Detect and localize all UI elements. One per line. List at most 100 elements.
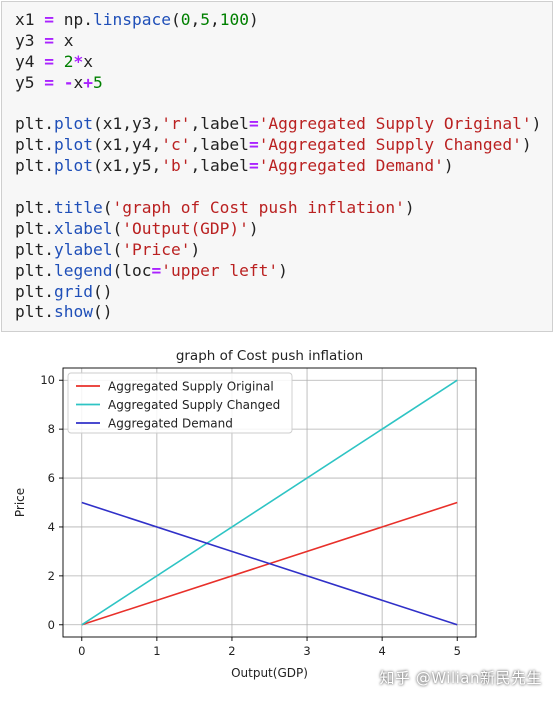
code-token: plot (53, 156, 93, 176)
code-token: plt. (15, 302, 54, 322)
code-token: = (248, 156, 259, 176)
code-token: plot (53, 114, 93, 134)
code-token: - (63, 72, 74, 92)
code-token: ) (190, 239, 201, 259)
code-token: ) (531, 114, 542, 134)
code-token: = (151, 260, 162, 280)
code-token: plt. (15, 156, 54, 176)
code-token: ylabel (53, 239, 113, 259)
code-token: ,label (190, 114, 249, 134)
code-cell[interactable]: x1 = np.linspace(0,5,100) y3 = x y4 = 2*x y… (1, 1, 553, 332)
code-token: () (92, 281, 113, 301)
code-line: plt.plot(x1,y4,'c',label='Aggregated Sup… (15, 135, 541, 156)
code-token: 'Aggregated Supply Changed' (258, 135, 522, 155)
code-line: y4 = 2*x (15, 52, 541, 73)
code-line: plt.grid() (15, 282, 541, 303)
code-token: + (83, 72, 93, 92)
code-line: plt.show() (15, 302, 541, 323)
code-block: x1 = np.linspace(0,5,100) y3 = x y4 = 2*x y… (15, 10, 541, 323)
code-token: y3 (15, 30, 45, 50)
code-token: 'b' (161, 156, 191, 176)
code-token: x (83, 51, 93, 71)
code-token: plt. (15, 260, 54, 280)
code-token: 100 (219, 10, 249, 29)
code-token: 5 (200, 10, 210, 29)
code-line: plt.plot(x1,y3,'r',label='Aggregated Sup… (15, 114, 541, 135)
code-token: x (54, 30, 74, 50)
code-token: ) (404, 198, 415, 218)
code-token: ( (170, 10, 181, 29)
code-token: grid (53, 281, 93, 301)
code-line: plt.title('graph of Cost push inflation'… (15, 198, 541, 219)
code-line: plt.ylabel('Price') (15, 240, 541, 261)
code-token: 'Output(GDP)' (122, 218, 249, 238)
y-tick-label: 8 (48, 422, 55, 436)
code-token: 'Aggregated Demand' (258, 156, 444, 176)
code-token: ) (278, 260, 288, 280)
x-axis-label: Output(GDP) (231, 666, 308, 680)
code-token: = (44, 72, 54, 92)
x-tick-label: 5 (454, 644, 461, 658)
code-token: 'Aggregated Supply Original' (258, 114, 532, 134)
code-token: , (190, 10, 201, 29)
code-token: 'r' (161, 114, 191, 134)
chart-figure: 0 1 2 3 4 5 0 2 4 6 8 10 graph of Cost push inflatio… (0, 340, 556, 698)
code-token: ( (112, 239, 123, 259)
code-token: ) (443, 156, 454, 176)
x-tick-label: 2 (228, 644, 235, 658)
code-token: = (44, 30, 54, 50)
code-token: = (44, 10, 54, 29)
code-token (54, 73, 64, 92)
code-token: plt. (15, 198, 54, 218)
code-token: xlabel (53, 218, 113, 238)
code-token: 'Price' (122, 239, 191, 259)
code-token: ,label (190, 156, 249, 176)
code-token: plt. (15, 239, 54, 259)
code-token: y5 (15, 72, 45, 92)
code-token: y4 (15, 51, 45, 71)
code-token: plt. (15, 281, 54, 301)
code-token: ) (248, 10, 259, 29)
code-token: ( (112, 218, 123, 238)
code-token: np. (54, 10, 93, 29)
code-token: = (248, 135, 259, 155)
code-token: ,label (190, 135, 249, 155)
legend-label-2: Aggregated Supply Changed (108, 398, 280, 412)
y-tick-label: 4 (48, 520, 55, 534)
code-line: plt.legend(loc='upper left') (15, 261, 541, 282)
code-token: ) (248, 218, 259, 238)
legend-label-3: Aggregated Demand (108, 417, 233, 431)
code-token: title (53, 198, 103, 218)
code-token: legend (53, 260, 113, 280)
code-line: plt.plot(x1,y5,'b',label='Aggregated Dem… (15, 156, 541, 177)
code-token: = (248, 114, 259, 134)
plot-frame (62, 367, 477, 638)
series-line-2 (81, 379, 458, 626)
code-token: (x1,y3, (92, 114, 162, 134)
code-line: ​ (15, 177, 541, 198)
code-token: ( (102, 198, 113, 218)
code-token: = (44, 51, 54, 71)
y-tick-label: 6 (48, 471, 55, 485)
code-token: 0 (180, 10, 191, 29)
code-line: y5 = -x+5 (15, 73, 541, 94)
x-tick-label: 1 (153, 644, 160, 658)
code-line: x1 = np.linspace(0,5,100) (15, 10, 541, 31)
y-tick-label: 2 (48, 569, 55, 583)
code-token: , (209, 10, 220, 29)
code-token: plt. (15, 218, 54, 238)
code-token: 2 (63, 51, 74, 71)
x-tick-label: 3 (303, 644, 310, 658)
code-token: 'graph of Cost push inflation' (112, 198, 405, 218)
x-tick-label: 4 (378, 644, 385, 658)
watermark: 知乎 @Wilian新民先生 (379, 669, 542, 687)
code-token: plot (53, 135, 93, 155)
code-token: plt. (15, 135, 54, 155)
code-token: plt. (15, 114, 54, 134)
code-token: ) (521, 135, 532, 155)
legend-label-1: Aggregated Supply Original (108, 380, 274, 394)
code-line: plt.xlabel('Output(GDP)') (15, 219, 541, 240)
code-token: x (73, 72, 84, 92)
code-token: (x1,y5, (92, 156, 162, 176)
code-token: linspace (92, 10, 171, 29)
